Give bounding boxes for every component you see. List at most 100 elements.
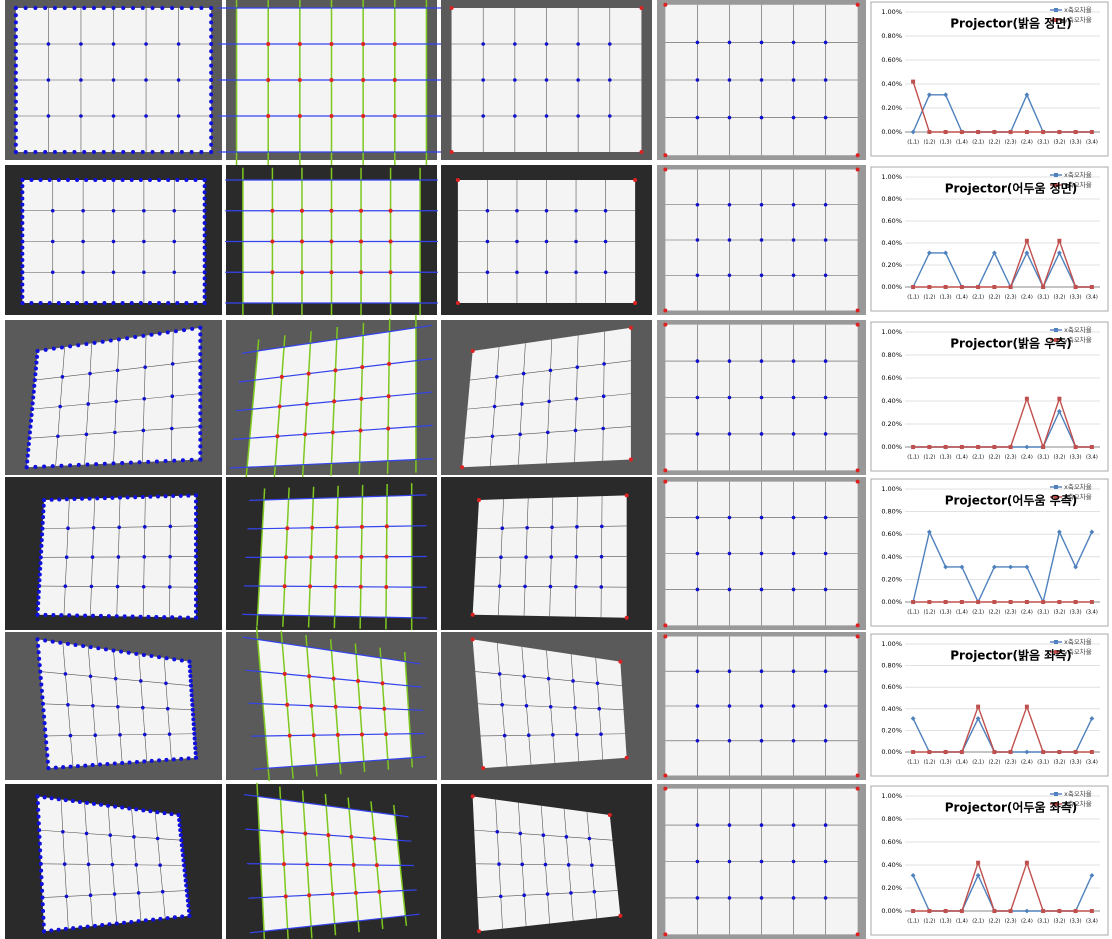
intersection	[481, 78, 485, 82]
point	[1041, 909, 1045, 913]
intersection	[574, 240, 578, 244]
corner-point	[194, 591, 198, 595]
corner-point	[131, 6, 135, 10]
intersection	[112, 114, 116, 118]
corner-point	[38, 848, 42, 852]
x-tick-label: (2,2)	[988, 919, 1000, 925]
corner-point	[198, 352, 202, 356]
corner-point	[171, 494, 175, 498]
corner-point	[14, 28, 18, 32]
corner-point	[177, 818, 181, 822]
intersection	[331, 430, 335, 434]
y-tick-label: 0.80%	[881, 32, 902, 40]
intersection	[792, 203, 796, 207]
corner	[481, 766, 485, 770]
point	[1009, 600, 1013, 604]
corner-point	[20, 196, 24, 200]
intersection	[359, 397, 363, 401]
corner-point	[20, 283, 24, 287]
corner-point	[198, 346, 202, 350]
intersection	[696, 823, 700, 827]
corner-point	[43, 795, 47, 799]
corner	[856, 634, 860, 638]
corner-point	[20, 270, 24, 274]
corner-point	[194, 604, 198, 608]
y-tick-label: 0.40%	[881, 397, 902, 405]
intersection	[518, 433, 522, 437]
corner-point	[43, 6, 47, 10]
intersection	[545, 42, 549, 46]
corner-point	[64, 927, 68, 931]
intersection	[141, 706, 145, 710]
intersection	[499, 895, 503, 899]
corner-point	[198, 385, 202, 389]
intersection	[597, 707, 601, 711]
corner-point	[20, 289, 24, 293]
point	[1041, 445, 1045, 449]
corner-point	[39, 676, 43, 680]
point	[992, 909, 996, 913]
corner-point	[101, 340, 105, 344]
corner-point	[14, 35, 18, 39]
photo	[226, 627, 437, 782]
intersection	[144, 42, 148, 46]
intersection	[513, 78, 517, 82]
corner-point	[37, 815, 41, 819]
point	[944, 285, 948, 289]
corner-point	[154, 615, 158, 619]
intersection	[47, 114, 51, 118]
y-tick-label: 0.20%	[881, 420, 902, 428]
corner-point	[129, 461, 133, 465]
intersection	[91, 555, 95, 559]
corner-point	[146, 460, 150, 464]
intersection	[760, 203, 764, 207]
intersection	[142, 209, 146, 213]
intersection	[300, 240, 304, 244]
corner-point	[172, 757, 176, 761]
intersection	[549, 705, 553, 709]
x-tick-label: (3,2)	[1053, 919, 1065, 925]
intersection	[519, 832, 523, 836]
x-tick-label: (3,2)	[1053, 610, 1065, 616]
point	[992, 285, 996, 289]
intersection	[142, 585, 146, 589]
x-tick-label: (1,1)	[907, 760, 919, 766]
intersection	[332, 399, 336, 403]
point	[1074, 909, 1078, 913]
corner-point	[61, 765, 65, 769]
x-tick-label: (2,4)	[1021, 919, 1033, 925]
corner-point	[63, 150, 67, 154]
corner-point	[53, 6, 57, 10]
intersection	[728, 552, 732, 556]
chart-title: Projector(어두움 정면)	[945, 181, 1078, 196]
corner-point	[175, 301, 179, 305]
corner-point	[160, 150, 164, 154]
corner-point	[30, 413, 34, 417]
corner-point	[48, 178, 52, 182]
intersection	[372, 837, 376, 841]
intersection	[114, 400, 118, 404]
corner-point	[183, 868, 187, 872]
corner-point	[198, 444, 202, 448]
intersection	[545, 209, 549, 213]
corner-point	[178, 615, 182, 619]
x-tick-label: (3,4)	[1086, 140, 1098, 146]
corner-point	[81, 644, 85, 648]
corner-point	[194, 579, 198, 583]
intersection	[51, 209, 55, 213]
point	[944, 909, 948, 913]
corner-point	[42, 929, 46, 933]
intersection	[65, 555, 69, 559]
corner-point	[60, 346, 64, 350]
intersection	[824, 116, 828, 120]
intersection	[51, 270, 55, 274]
corner-point	[191, 717, 195, 721]
point	[992, 750, 996, 754]
x-tick-label: (1,1)	[907, 610, 919, 616]
corner-point	[203, 301, 207, 305]
corner-point	[179, 494, 183, 498]
intersection	[386, 427, 390, 431]
corner-point	[189, 684, 193, 688]
corner-point	[14, 56, 18, 60]
intersection	[158, 863, 162, 867]
